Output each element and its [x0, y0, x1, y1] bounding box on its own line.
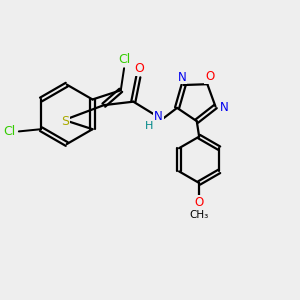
Text: N: N	[178, 70, 187, 83]
Text: H: H	[145, 121, 153, 131]
Text: Cl: Cl	[118, 53, 131, 66]
Text: Cl: Cl	[3, 125, 16, 138]
Text: O: O	[134, 62, 144, 75]
Text: O: O	[205, 70, 214, 83]
Text: CH₃: CH₃	[190, 210, 209, 220]
Text: S: S	[61, 115, 69, 128]
Text: O: O	[194, 196, 204, 209]
Text: N: N	[154, 110, 163, 123]
Text: N: N	[220, 100, 229, 114]
